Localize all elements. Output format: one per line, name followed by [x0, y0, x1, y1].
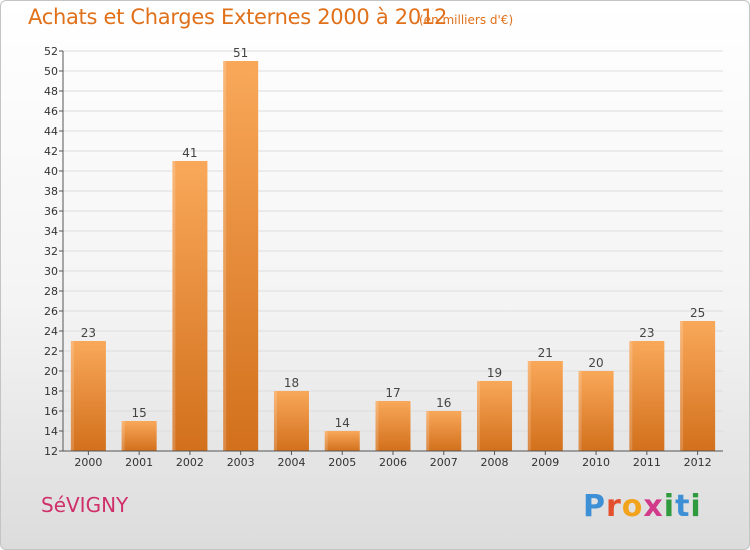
data-label: 17: [385, 386, 400, 400]
x-tick-label: 2006: [379, 456, 407, 469]
bar-highlight: [70, 341, 74, 451]
y-tick-label: 24: [44, 325, 58, 338]
axes: [59, 50, 723, 455]
x-tick-label: 2005: [328, 456, 356, 469]
x-tick-label: 2010: [582, 456, 610, 469]
bar-2012: [680, 321, 716, 451]
bar-highlight: [223, 61, 227, 451]
data-label: 15: [132, 406, 147, 420]
y-tick-label: 12: [44, 445, 58, 458]
data-label: 18: [284, 376, 299, 390]
logo-letter: x: [643, 489, 664, 524]
data-label: 20: [588, 356, 603, 370]
x-tick-label: 2008: [481, 456, 509, 469]
y-tick-label: 38: [44, 185, 58, 198]
x-tick-label: 2000: [74, 456, 102, 469]
bar-2010: [578, 371, 614, 451]
y-tick-label: 16: [44, 405, 58, 418]
x-tick-label: 2003: [227, 456, 255, 469]
bar-highlight: [121, 421, 125, 451]
y-tick-label: 44: [44, 125, 58, 138]
logo-letter: t: [675, 489, 691, 524]
logo-letter: o: [621, 489, 644, 524]
y-tick-label: 46: [44, 105, 58, 118]
commune-name: SéVIGNY: [41, 493, 129, 517]
logo-letter: i: [690, 489, 702, 524]
bar-highlight: [477, 381, 481, 451]
bar-2002: [172, 161, 208, 451]
logo-letter: P: [583, 489, 606, 524]
logo-letter: r: [606, 489, 622, 524]
x-tick-label: 2011: [633, 456, 661, 469]
bar-2004: [273, 391, 309, 451]
bar-2006: [375, 401, 411, 451]
logo-letter: i: [663, 489, 676, 524]
data-label: 51: [233, 46, 248, 60]
x-tick-label: 2001: [125, 456, 153, 469]
data-label: 14: [335, 416, 350, 430]
y-tick-label: 50: [44, 65, 58, 78]
data-label: 23: [639, 326, 654, 340]
y-tick-label: 20: [44, 365, 58, 378]
y-tick-label: 26: [44, 305, 58, 318]
bar-2003: [223, 61, 259, 451]
bar-2007: [426, 411, 462, 451]
bar-2001: [121, 421, 157, 451]
y-tick-label: 18: [44, 385, 58, 398]
data-label: 21: [538, 346, 553, 360]
y-tick-label: 52: [44, 45, 58, 58]
bar-highlight: [273, 391, 277, 451]
y-tick-label: 14: [44, 425, 58, 438]
x-tick-label: 2002: [176, 456, 204, 469]
chart-title: Achats et Charges Externes 2000 à 2012: [28, 5, 448, 29]
labels: 12 14 16 18 20 22 24 26 28 30 32 34 36 38 40 42 44 46 48 50…: [44, 45, 712, 469]
y-tick-label: 48: [44, 85, 58, 98]
y-tick-label: 42: [44, 145, 58, 158]
y-tick-label: 40: [44, 165, 58, 178]
bar-2009: [527, 361, 563, 451]
y-tick-label: 30: [44, 265, 58, 278]
bar-highlight: [375, 401, 379, 451]
chart-subtitle: (en milliers d'€): [419, 13, 514, 27]
data-label: 23: [81, 326, 96, 340]
bar-2011: [629, 341, 665, 451]
bar-highlight: [172, 161, 176, 451]
x-tick-label: 2012: [684, 456, 712, 469]
bar-highlight: [527, 361, 531, 451]
y-tick-label: 34: [44, 225, 58, 238]
data-label: 16: [436, 396, 451, 410]
y-tick-label: 32: [44, 245, 58, 258]
y-tick-label: 36: [44, 205, 58, 218]
bar-2000: [70, 341, 106, 451]
bar-highlight: [324, 431, 328, 451]
x-tick-label: 2009: [531, 456, 559, 469]
data-label: 19: [487, 366, 502, 380]
proxiti-logo[interactable]: Proxiti: [583, 489, 702, 524]
y-tick-label: 22: [44, 345, 58, 358]
data-label: 41: [182, 146, 197, 160]
data-label: 25: [690, 306, 705, 320]
bar-highlight: [426, 411, 430, 451]
x-tick-label: 2007: [430, 456, 458, 469]
bar-highlight: [629, 341, 633, 451]
bar-2005: [324, 431, 360, 451]
x-tick-label: 2004: [277, 456, 305, 469]
bar-2008: [477, 381, 513, 451]
bar-highlight: [578, 371, 582, 451]
bar-highlight: [680, 321, 684, 451]
y-tick-label: 28: [44, 285, 58, 298]
bars: [70, 61, 716, 451]
